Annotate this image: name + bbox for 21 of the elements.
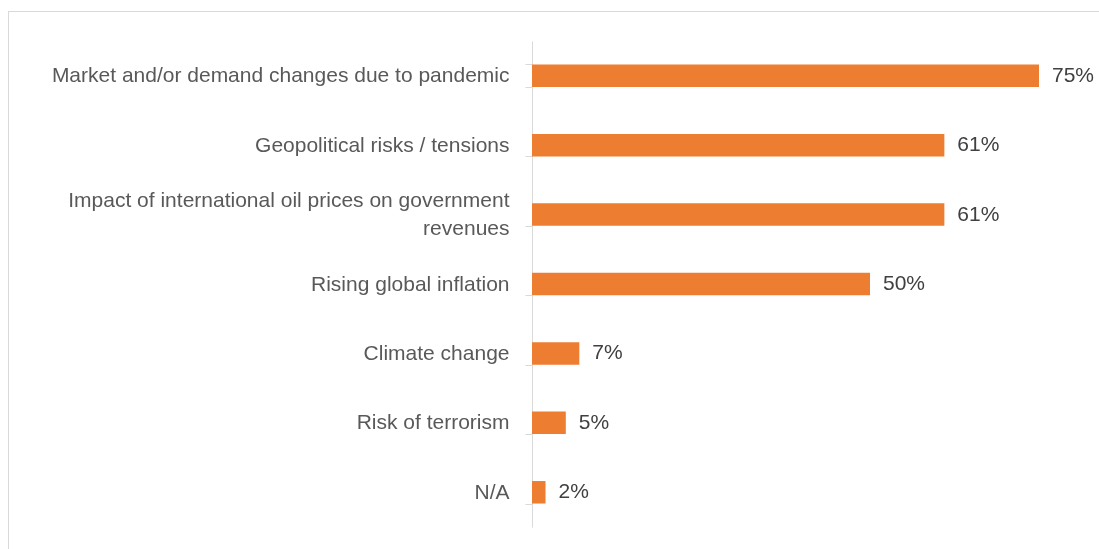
data-label: 2% [558, 479, 589, 503]
bar [532, 133, 945, 157]
bar [532, 272, 870, 296]
bar [532, 342, 580, 365]
y-tick-label: Rising global inflation [311, 271, 510, 295]
y-tick-label: Market and/or demand changes due to pandemic [51, 63, 510, 87]
y-tick-label: Impact of international oil prices on government revenues [68, 188, 510, 240]
y-tick-label: Risk of terrorism [356, 410, 510, 434]
bar [532, 203, 945, 226]
data-label: 75% [1052, 62, 1095, 86]
data-label: 50% [883, 271, 926, 294]
bar [532, 64, 1039, 87]
bar [532, 411, 566, 435]
bar [532, 481, 546, 504]
data-label: 5% [578, 409, 610, 433]
y-tick-label: Geopolitical risks / tensions [255, 132, 510, 156]
y-tick-label: N/A [474, 479, 510, 503]
data-label: 61% [957, 132, 1000, 156]
y-tick-label: Climate change [363, 340, 510, 364]
data-label: 7% [592, 340, 623, 364]
data-label: 61% [957, 201, 1000, 225]
